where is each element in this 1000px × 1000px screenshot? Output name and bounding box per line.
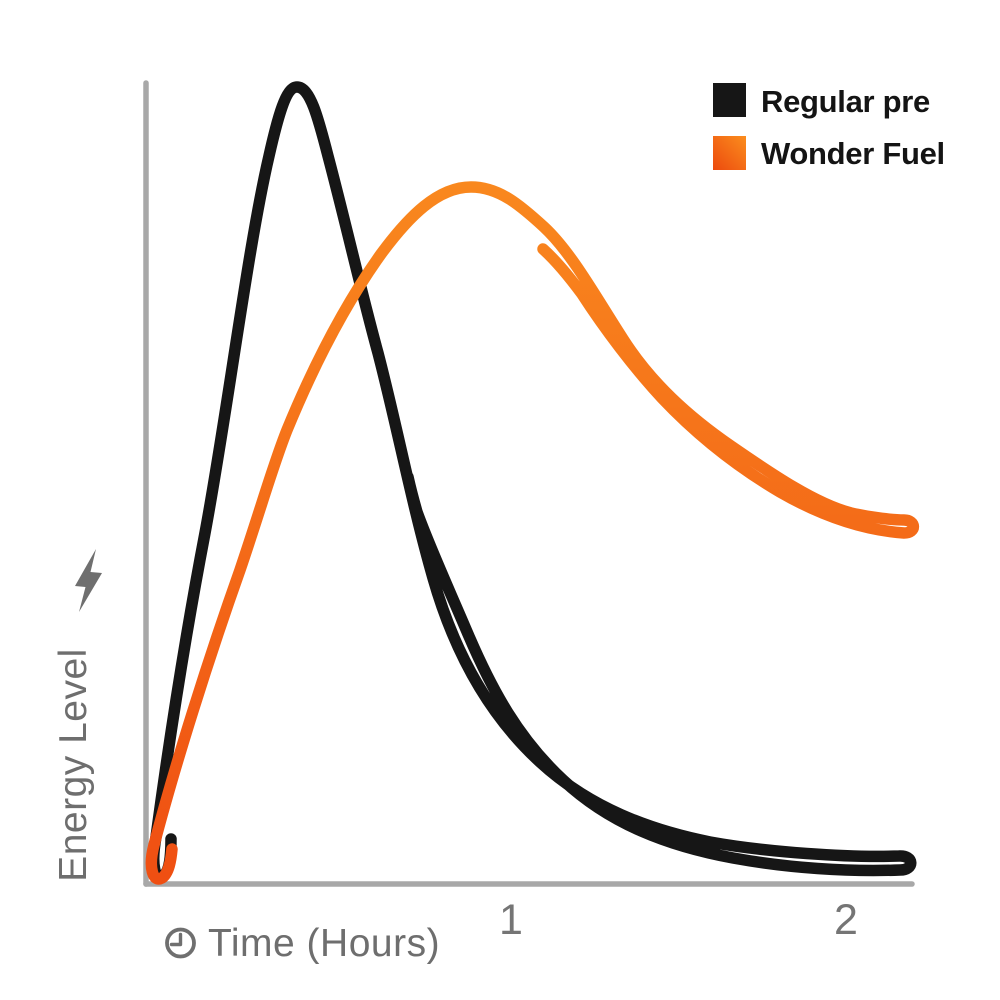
legend-label-regular-pre: Regular pre: [761, 84, 930, 119]
legend: Regular pre Wonder Fuel: [713, 83, 945, 171]
legend-swatch-regular-pre: [713, 83, 746, 117]
clock-face: [165, 927, 196, 959]
x-tick-1: 1: [499, 896, 523, 944]
lightning-bolt-shape: [75, 549, 102, 612]
wonder-fuel-curve: [145, 181, 920, 885]
clock-hands: [169, 932, 183, 947]
clock-icon: [165, 927, 196, 959]
x-axis-label: Time (Hours): [208, 922, 440, 965]
legend-label-wonder-fuel: Wonder Fuel: [761, 136, 945, 171]
x-tick-2: 2: [834, 896, 858, 944]
legend-swatch-wonder-fuel: [713, 136, 746, 170]
y-axis-label: Energy Level: [52, 648, 95, 882]
lightning-bolt-icon: [75, 549, 102, 612]
regular-pre-curve: [148, 81, 917, 883]
